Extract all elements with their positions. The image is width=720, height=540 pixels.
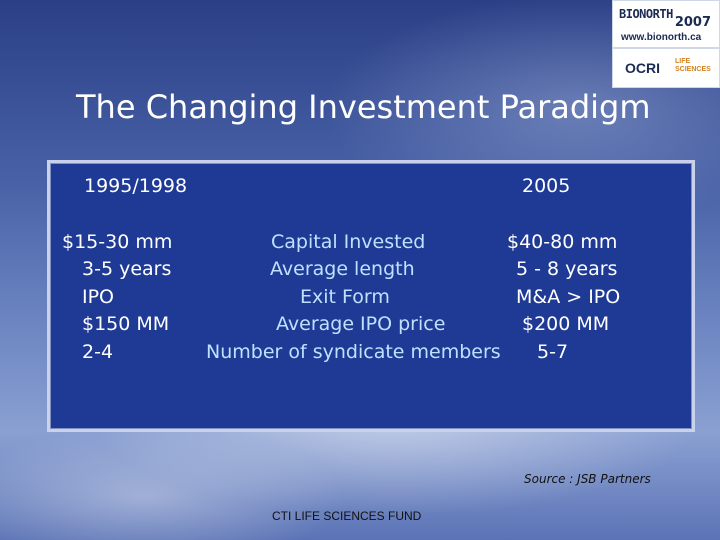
bionorth-brand: BIONORTH — [619, 7, 673, 21]
bionorth-year: 2007 — [674, 15, 711, 30]
row-4-right: 5-7 — [537, 341, 569, 363]
row-3-right: $200 MM — [522, 313, 610, 335]
ocri-logo: OCRI LIFE SCIENCES — [612, 48, 720, 88]
footer-fund-name: CTI LIFE SCIENCES FUND — [272, 509, 422, 523]
row-1-label: Average length — [270, 258, 415, 280]
ocri-subtitle: LIFE SCIENCES — [675, 58, 711, 73]
row-3-left: $150 MM — [82, 313, 170, 335]
row-4-label: Number of syndicate members — [206, 341, 501, 363]
right-column-header: 2005 — [522, 175, 571, 197]
row-0-left: $15-30 mm — [62, 231, 173, 253]
row-2-label: Exit Form — [300, 286, 390, 308]
row-2-right: M&A > IPO — [516, 286, 621, 308]
source-citation: Source : JSB Partners — [524, 472, 651, 486]
ocri-name: OCRI — [625, 60, 660, 76]
comparison-panel — [47, 160, 695, 432]
row-4-left: 2-4 — [82, 341, 114, 363]
row-1-left: 3-5 years — [82, 258, 172, 280]
row-2-left: IPO — [82, 286, 115, 308]
row-3-label: Average IPO price — [276, 313, 446, 335]
bionorth-logo: BIONORTH 2007 www.bionorth.ca — [612, 0, 720, 48]
row-0-label: Capital Invested — [271, 231, 426, 253]
left-column-header: 1995/1998 — [84, 175, 188, 197]
bionorth-url: www.bionorth.ca — [621, 32, 702, 43]
row-1-right: 5 - 8 years — [516, 258, 618, 280]
row-0-right: $40-80 mm — [507, 231, 618, 253]
slide-title: The Changing Investment Paradigm — [76, 88, 651, 126]
